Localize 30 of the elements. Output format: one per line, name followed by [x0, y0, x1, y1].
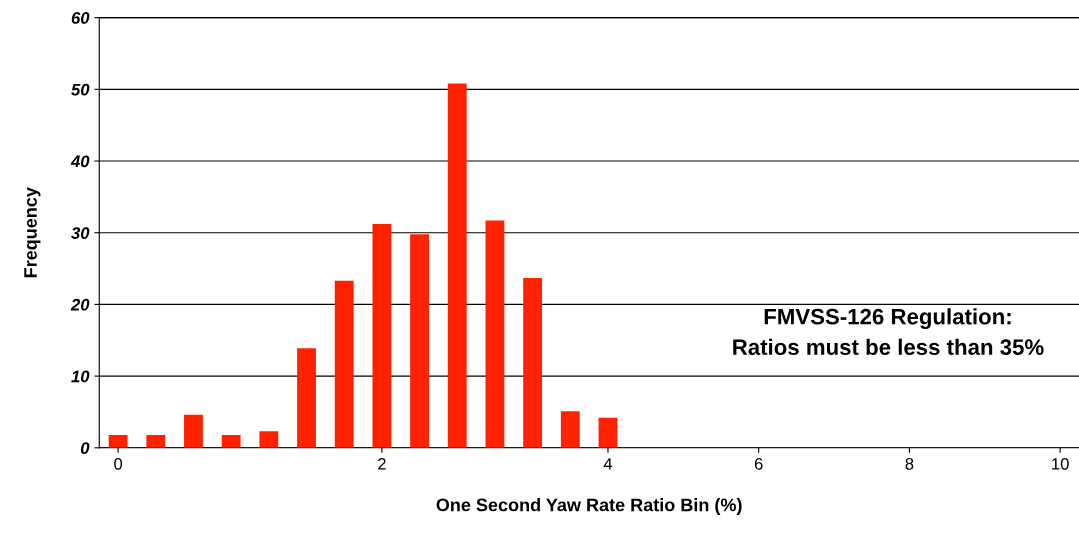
bar [447, 83, 467, 448]
bar [221, 434, 241, 448]
bar [259, 431, 279, 448]
bar [485, 220, 505, 448]
bar [184, 414, 203, 448]
bar [523, 277, 543, 448]
bar [334, 280, 354, 448]
bar [372, 224, 392, 448]
bar [598, 417, 618, 448]
bar [297, 348, 316, 448]
x-tick-label: 8 [905, 457, 914, 470]
y-tick-label: 10 [71, 370, 90, 383]
x-tick-label: 4 [603, 458, 613, 470]
y-tick-label: 30 [71, 227, 90, 239]
y-tick-label: 40 [70, 155, 90, 168]
y-tick-label: 20 [70, 298, 90, 311]
x-tick-label: 6 [754, 457, 763, 470]
x-tick-label: 2 [378, 457, 386, 470]
y-tick-label: 0 [80, 442, 90, 454]
y-tick-label: 60 [71, 12, 90, 24]
x-tick-label: 10 [1052, 457, 1069, 470]
y-tick-label: 50 [71, 83, 90, 96]
bar [108, 434, 128, 448]
annotation: FMVSS-126 Regulation: Ratios must be less than 35% [733, 308, 1044, 356]
bar [146, 434, 166, 448]
y-axis-title: Frequency [24, 187, 41, 278]
bar [410, 234, 429, 448]
x-tick-label: 0 [114, 457, 123, 470]
x-axis-title: One Second Yaw Rate Ratio Bin (%) [436, 498, 742, 515]
bar [560, 411, 580, 448]
